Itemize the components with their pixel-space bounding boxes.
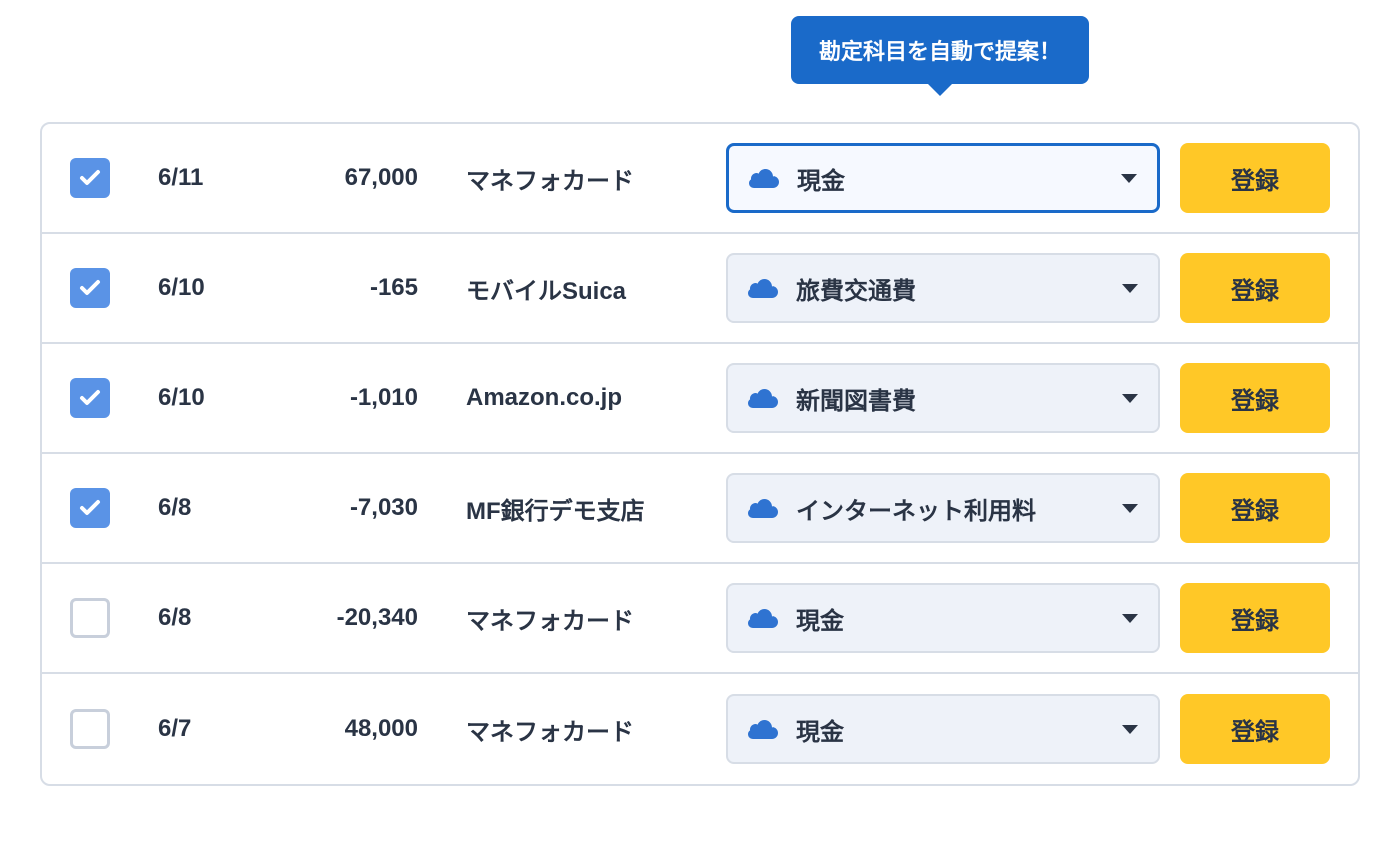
chevron-down-icon <box>1122 614 1138 623</box>
category-select[interactable]: 現金 <box>726 694 1160 764</box>
transactions-table: 6/1167,000マネフォカード現金登録6/10-165モバイルSuica旅費… <box>40 122 1360 786</box>
cloud-icon <box>748 277 778 299</box>
row-date: 6/10 <box>158 274 268 302</box>
register-button[interactable]: 登録 <box>1180 473 1330 543</box>
row-date: 6/8 <box>158 494 268 522</box>
row-merchant: マネフォカード <box>466 601 726 636</box>
row-merchant: マネフォカード <box>466 712 726 747</box>
check-icon <box>78 276 102 300</box>
check-icon <box>78 496 102 520</box>
category-select[interactable]: 現金 <box>726 583 1160 653</box>
category-label: 旅費交通費 <box>796 271 1122 306</box>
row-amount: 48,000 <box>268 715 418 743</box>
check-icon <box>78 386 102 410</box>
cloud-icon <box>748 718 778 740</box>
tooltip-text: 勘定科目を自動で提案！ <box>791 16 1089 84</box>
row-amount: -165 <box>268 274 418 302</box>
category-label: 新聞図書費 <box>796 381 1122 416</box>
register-button[interactable]: 登録 <box>1180 363 1330 433</box>
category-select[interactable]: インターネット利用料 <box>726 473 1160 543</box>
row-merchant: MF銀行デモ支店 <box>466 491 726 526</box>
row-merchant: モバイルSuica <box>466 271 726 306</box>
table-row: 6/748,000 マネフォカード 現金 登録 <box>42 674 1358 784</box>
chevron-down-icon <box>1122 504 1138 513</box>
category-label: 現金 <box>797 161 1121 196</box>
row-date: 6/10 <box>158 384 268 412</box>
row-checkbox[interactable] <box>70 268 110 308</box>
category-label: インターネット利用料 <box>796 491 1122 526</box>
category-label: 現金 <box>796 712 1122 747</box>
chevron-down-icon <box>1122 284 1138 293</box>
register-button[interactable]: 登録 <box>1180 253 1330 323</box>
row-checkbox[interactable] <box>70 709 110 749</box>
register-button[interactable]: 登録 <box>1180 694 1330 764</box>
table-row: 6/10-165 モバイルSuica 旅費交通費 登録 <box>42 234 1358 344</box>
chevron-down-icon <box>1122 725 1138 734</box>
row-checkbox[interactable] <box>70 378 110 418</box>
chevron-down-icon <box>1121 174 1137 183</box>
row-checkbox[interactable] <box>70 158 110 198</box>
register-button[interactable]: 登録 <box>1180 583 1330 653</box>
row-date: 6/8 <box>158 604 268 632</box>
tooltip-callout: 勘定科目を自動で提案！ <box>730 16 1150 96</box>
row-checkbox[interactable] <box>70 488 110 528</box>
row-date: 6/7 <box>158 715 268 743</box>
table-row: 6/1167,000 マネフォカード 現金 登録 <box>42 124 1358 234</box>
row-amount: 67,000 <box>268 164 418 192</box>
chevron-down-icon <box>1122 394 1138 403</box>
row-merchant: Amazon.co.jp <box>466 384 726 412</box>
row-merchant: マネフォカード <box>466 161 726 196</box>
row-amount: -20,340 <box>268 604 418 632</box>
category-select[interactable]: 現金 <box>726 143 1160 213</box>
row-amount: -1,010 <box>268 384 418 412</box>
row-amount: -7,030 <box>268 494 418 522</box>
category-label: 現金 <box>796 601 1122 636</box>
category-select[interactable]: 新聞図書費 <box>726 363 1160 433</box>
cloud-icon <box>749 167 779 189</box>
register-button[interactable]: 登録 <box>1180 143 1330 213</box>
tooltip-arrow-icon <box>928 84 952 96</box>
cloud-icon <box>748 607 778 629</box>
table-row: 6/8-20,340 マネフォカード 現金 登録 <box>42 564 1358 674</box>
cloud-icon <box>748 497 778 519</box>
check-icon <box>78 166 102 190</box>
cloud-icon <box>748 387 778 409</box>
table-row: 6/8-7,030 MF銀行デモ支店 インターネット利用料 登録 <box>42 454 1358 564</box>
table-row: 6/10-1,010 Amazon.co.jp 新聞図書費 登録 <box>42 344 1358 454</box>
row-date: 6/11 <box>158 164 268 192</box>
category-select[interactable]: 旅費交通費 <box>726 253 1160 323</box>
row-checkbox[interactable] <box>70 598 110 638</box>
